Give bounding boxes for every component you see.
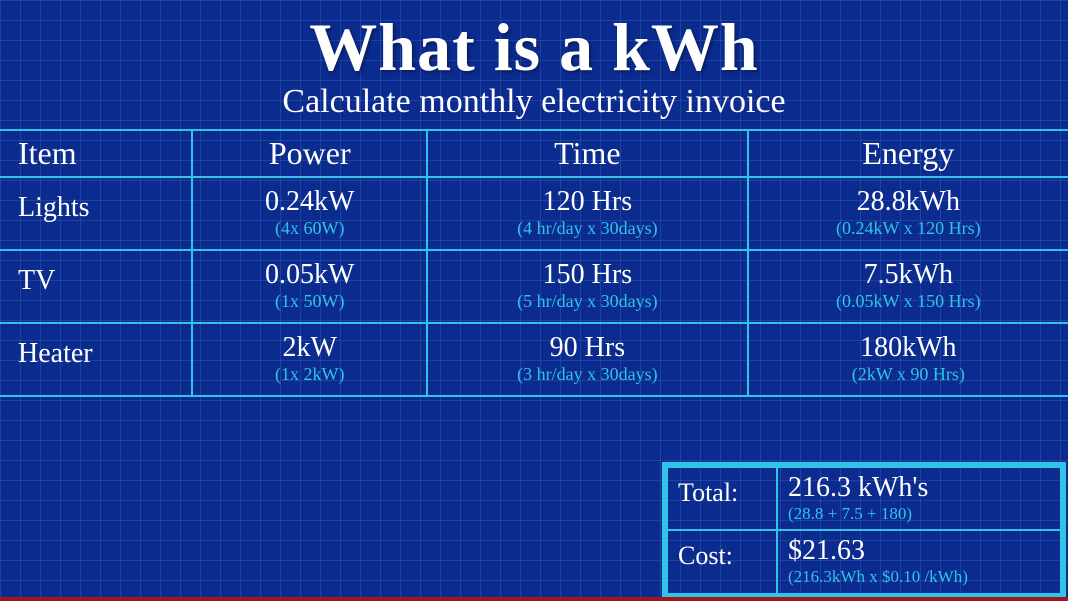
page-title: What is a kWh bbox=[0, 0, 1068, 87]
summary-box: Total: 216.3 kWh's (28.8 + 7.5 + 180) Co… bbox=[662, 462, 1066, 599]
cell-time: 90 Hrs (3 hr/day x 30days) bbox=[427, 323, 747, 396]
energy-sub: (2kW x 90 Hrs) bbox=[755, 364, 1062, 385]
cell-power: 2kW (1x 2kW) bbox=[192, 323, 427, 396]
time-value: 120 Hrs bbox=[434, 186, 740, 218]
cell-power: 0.05kW (1x 50W) bbox=[192, 250, 427, 323]
cell-item: TV bbox=[0, 250, 192, 323]
cost-cell: $21.63 (216.3kWh x $0.10 /kWh) bbox=[777, 530, 1061, 594]
energy-value: 28.8kWh bbox=[755, 186, 1062, 218]
col-header-energy: Energy bbox=[748, 130, 1068, 177]
cell-energy: 180kWh (2kW x 90 Hrs) bbox=[748, 323, 1068, 396]
cell-time: 120 Hrs (4 hr/day x 30days) bbox=[427, 177, 747, 250]
bottom-bar bbox=[0, 597, 1068, 601]
cell-energy: 7.5kWh (0.05kW x 150 Hrs) bbox=[748, 250, 1068, 323]
energy-value: 180kWh bbox=[755, 332, 1062, 364]
power-sub: (1x 2kW) bbox=[199, 364, 420, 385]
energy-value: 7.5kWh bbox=[755, 259, 1062, 291]
total-value: 216.3 kWh's bbox=[788, 472, 1050, 504]
time-value: 150 Hrs bbox=[434, 259, 740, 291]
power-value: 0.05kW bbox=[199, 259, 420, 291]
page-subtitle: Calculate monthly electricity invoice bbox=[0, 83, 1068, 121]
cost-sub: (216.3kWh x $0.10 /kWh) bbox=[788, 567, 1050, 587]
total-cell: 216.3 kWh's (28.8 + 7.5 + 180) bbox=[777, 467, 1061, 531]
time-sub: (4 hr/day x 30days) bbox=[434, 218, 740, 239]
time-sub: (5 hr/day x 30days) bbox=[434, 291, 740, 312]
cell-energy: 28.8kWh (0.24kW x 120 Hrs) bbox=[748, 177, 1068, 250]
cell-power: 0.24kW (4x 60W) bbox=[192, 177, 427, 250]
cell-item: Lights bbox=[0, 177, 192, 250]
energy-sub: (0.24kW x 120 Hrs) bbox=[755, 218, 1062, 239]
summary-row-cost: Cost: $21.63 (216.3kWh x $0.10 /kWh) bbox=[667, 530, 1061, 594]
total-label: Total: bbox=[667, 467, 777, 531]
power-sub: (1x 50W) bbox=[199, 291, 420, 312]
energy-table: Item Power Time Energy Lights 0.24kW (4x… bbox=[0, 129, 1068, 397]
power-sub: (4x 60W) bbox=[199, 218, 420, 239]
cell-item: Heater bbox=[0, 323, 192, 396]
power-value: 0.24kW bbox=[199, 186, 420, 218]
cell-time: 150 Hrs (5 hr/day x 30days) bbox=[427, 250, 747, 323]
time-value: 90 Hrs bbox=[434, 332, 740, 364]
col-header-power: Power bbox=[192, 130, 427, 177]
cost-value: $21.63 bbox=[788, 535, 1050, 567]
col-header-time: Time bbox=[427, 130, 747, 177]
col-header-item: Item bbox=[0, 130, 192, 177]
table-row: Lights 0.24kW (4x 60W) 120 Hrs (4 hr/day… bbox=[0, 177, 1068, 250]
total-sub: (28.8 + 7.5 + 180) bbox=[788, 504, 1050, 524]
time-sub: (3 hr/day x 30days) bbox=[434, 364, 740, 385]
cost-label: Cost: bbox=[667, 530, 777, 594]
table-row: TV 0.05kW (1x 50W) 150 Hrs (5 hr/day x 3… bbox=[0, 250, 1068, 323]
summary-row-total: Total: 216.3 kWh's (28.8 + 7.5 + 180) bbox=[667, 467, 1061, 531]
table-row: Heater 2kW (1x 2kW) 90 Hrs (3 hr/day x 3… bbox=[0, 323, 1068, 396]
table-header-row: Item Power Time Energy bbox=[0, 130, 1068, 177]
energy-sub: (0.05kW x 150 Hrs) bbox=[755, 291, 1062, 312]
power-value: 2kW bbox=[199, 332, 420, 364]
